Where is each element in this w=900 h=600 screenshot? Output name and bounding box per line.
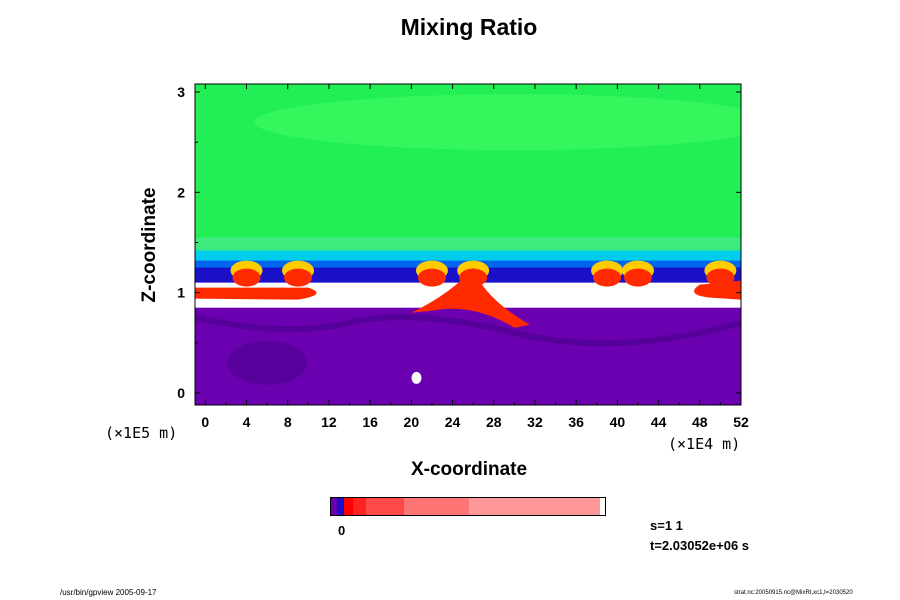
upper-light-patch xyxy=(254,94,741,151)
heatmap-field xyxy=(195,84,741,405)
red-layer-left xyxy=(195,287,317,300)
y-tick-label: 3 xyxy=(177,84,185,100)
y-tick-label: 1 xyxy=(177,285,185,301)
x-tick-label: 32 xyxy=(527,414,543,430)
x-axis-label: X-coordinate xyxy=(410,459,528,480)
red-tendrils xyxy=(411,267,530,328)
x-tick-label: 20 xyxy=(404,414,420,430)
transition-yellowgreen xyxy=(195,237,741,251)
x-tick-label: 24 xyxy=(445,414,461,430)
plume xyxy=(232,268,261,287)
y-tick-label: 2 xyxy=(177,184,185,200)
x-tick-label: 44 xyxy=(651,414,667,430)
y-axis-label: Z-coordinate xyxy=(139,187,160,303)
red-layer-right xyxy=(693,280,741,300)
colorbar-segment xyxy=(337,498,344,515)
x-tick-label: 36 xyxy=(568,414,584,430)
time-info: t=2.03052e+06 s xyxy=(650,538,750,553)
colorbar-segment xyxy=(353,498,366,515)
y-scale-label: (×1E5 m) xyxy=(105,424,178,442)
x-tick-label: 52 xyxy=(733,414,749,430)
section-info: s=1 1 xyxy=(650,518,683,533)
x-tick-label: 16 xyxy=(362,414,378,430)
colorbar-tick-label: 0 xyxy=(338,523,346,538)
colorbar xyxy=(330,497,606,516)
plume xyxy=(284,268,313,287)
plume xyxy=(593,268,622,287)
colorbar-segment xyxy=(404,498,469,515)
x-tick-label: 4 xyxy=(243,414,251,430)
x-tick-label: 0 xyxy=(201,414,209,430)
colorbar-segment xyxy=(469,498,600,515)
footer-source: strat.nc:20050915.nc@MixRt,xc1,t=2030520 xyxy=(734,590,853,596)
plot-frame xyxy=(194,83,742,406)
plume xyxy=(623,268,652,287)
x-tick-label: 48 xyxy=(692,414,708,430)
colorbar-segment xyxy=(331,498,337,515)
colorbar-segment xyxy=(344,498,353,515)
plume xyxy=(417,268,446,287)
x-tick-label: 12 xyxy=(321,414,337,430)
x-scale-label: (×1E4 m) xyxy=(668,435,741,453)
lower-eddy xyxy=(227,340,308,385)
x-tick-label: 40 xyxy=(610,414,626,430)
clear-hole xyxy=(411,371,422,384)
footer-command: /usr/bin/gpview 2005-09-17 xyxy=(60,588,157,597)
x-tick-label: 28 xyxy=(486,414,502,430)
y-tick-label: 0 xyxy=(177,385,185,401)
chart-title: Mixing Ratio xyxy=(400,14,538,40)
lower-swirl xyxy=(195,314,741,347)
x-tick-label: 8 xyxy=(284,414,292,430)
colorbar-segment xyxy=(366,498,404,515)
